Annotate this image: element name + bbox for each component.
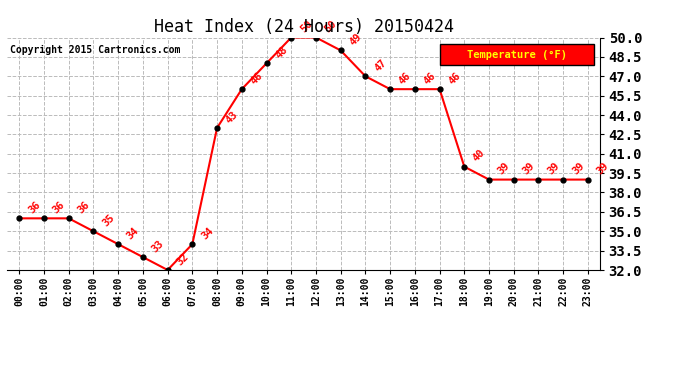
Text: 39: 39 [496, 161, 512, 177]
Text: 36: 36 [51, 200, 67, 216]
Text: 36: 36 [26, 200, 42, 216]
Text: 43: 43 [224, 109, 240, 125]
Text: 34: 34 [199, 225, 215, 242]
Text: Temperature (°F): Temperature (°F) [467, 50, 567, 60]
Text: 33: 33 [150, 238, 166, 254]
Text: 49: 49 [348, 32, 364, 48]
Text: 39: 39 [595, 161, 611, 177]
Text: 36: 36 [76, 200, 92, 216]
Text: 39: 39 [521, 161, 537, 177]
Text: 39: 39 [545, 161, 562, 177]
Text: 46: 46 [422, 70, 437, 86]
Text: 48: 48 [273, 45, 289, 60]
Text: 46: 46 [446, 70, 462, 86]
Text: 50: 50 [298, 19, 314, 35]
Text: 47: 47 [373, 57, 388, 74]
Text: 34: 34 [125, 225, 141, 242]
Text: 40: 40 [471, 148, 487, 164]
Text: 46: 46 [397, 70, 413, 86]
FancyBboxPatch shape [440, 45, 594, 65]
Text: 35: 35 [100, 213, 117, 228]
Text: 46: 46 [248, 70, 265, 86]
Text: 32: 32 [175, 251, 190, 267]
Text: 39: 39 [570, 161, 586, 177]
Title: Heat Index (24 Hours) 20150424: Heat Index (24 Hours) 20150424 [154, 18, 453, 36]
Text: 50: 50 [323, 19, 339, 35]
Text: Copyright 2015 Cartronics.com: Copyright 2015 Cartronics.com [10, 45, 180, 54]
